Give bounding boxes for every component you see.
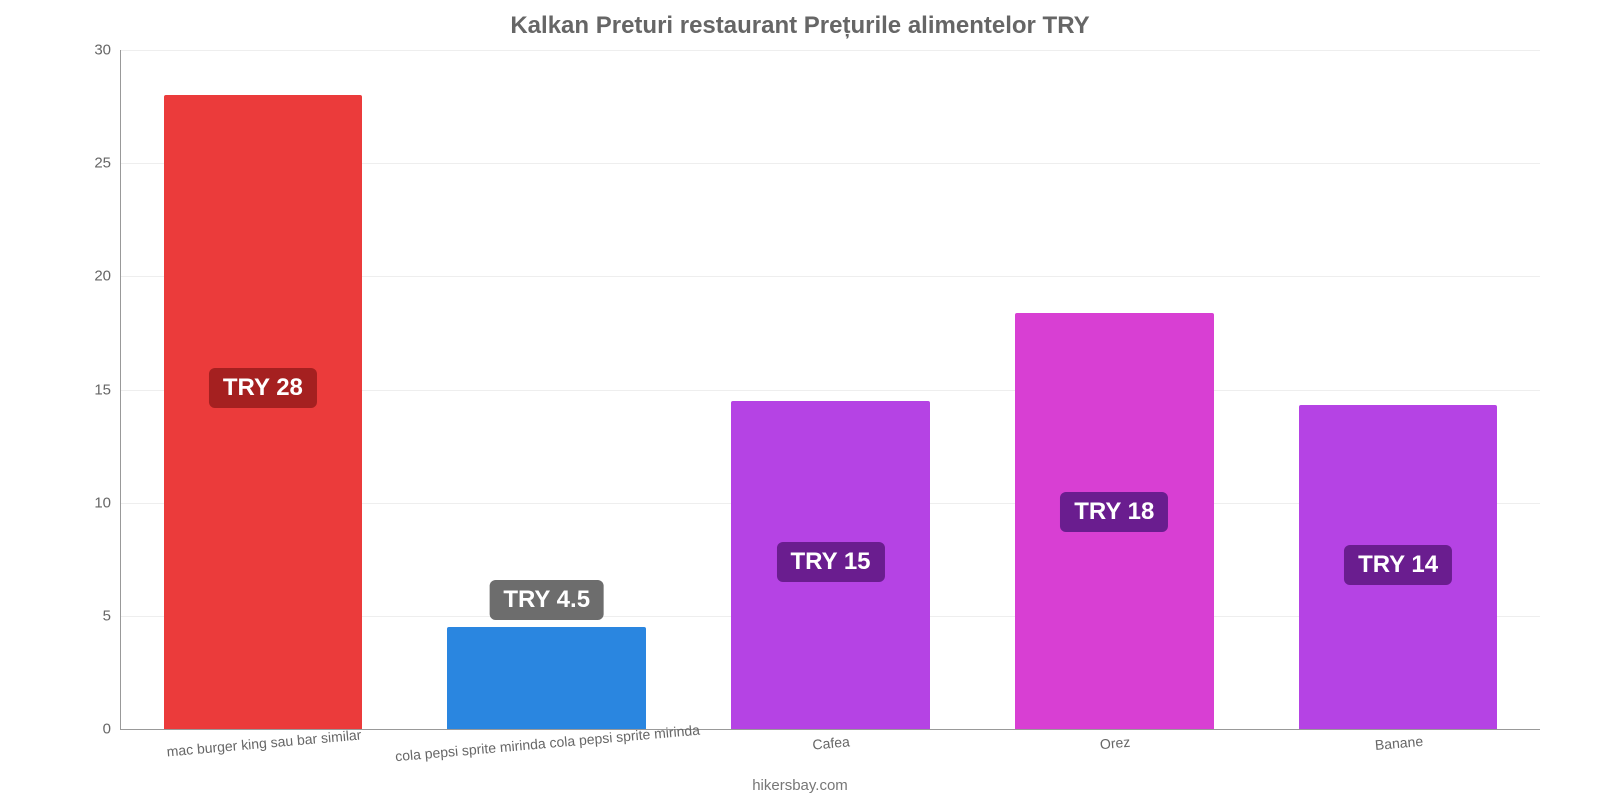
y-axis-tick: 5 [103,607,111,624]
bar-value-label: TRY 4.5 [489,580,604,620]
y-axis-tick: 30 [94,42,111,59]
y-axis-tick: 25 [94,155,111,172]
y-axis-tick: 0 [103,721,111,738]
bar-value-label: TRY 14 [1344,545,1452,585]
bar [447,627,646,729]
bar-value-label: TRY 18 [1060,492,1168,532]
y-axis-tick: 20 [94,268,111,285]
y-axis-tick: 10 [94,494,111,511]
x-axis-label: Orez [1099,734,1131,753]
chart-footer: hikersbay.com [0,777,1600,794]
bar [164,95,363,729]
x-axis-label: Cafea [812,733,851,752]
x-axis-label: Banane [1374,733,1423,753]
chart-title: Kalkan Preturi restaurant Prețurile alim… [0,0,1600,40]
y-axis-tick: 15 [94,381,111,398]
plot-frame: 051015202530 TRY 28TRY 4.5TRY 15TRY 18TR… [120,50,1540,730]
bar-value-label: TRY 28 [209,368,317,408]
bar-value-label: TRY 15 [776,542,884,582]
chart-plot-area: 051015202530 TRY 28TRY 4.5TRY 15TRY 18TR… [120,50,1540,730]
x-axis-label: mac burger king sau bar similar [166,726,362,759]
